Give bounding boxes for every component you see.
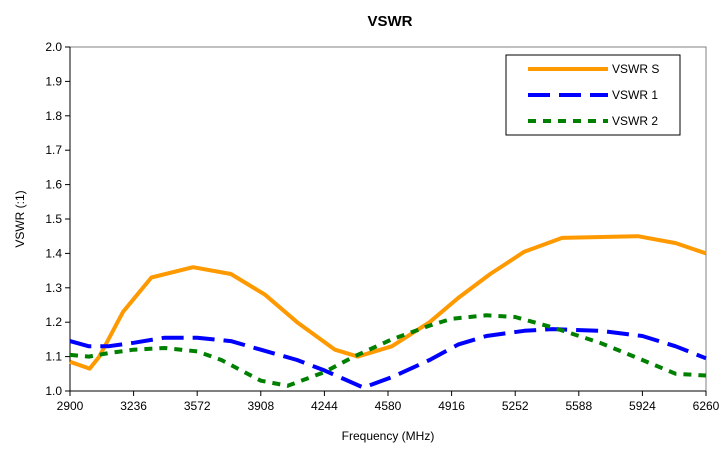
x-tick-label: 4580 bbox=[375, 399, 402, 413]
y-tick-label: 1.0 bbox=[45, 384, 62, 398]
x-tick-label: 3236 bbox=[120, 399, 147, 413]
x-tick-label: 2900 bbox=[57, 399, 84, 413]
x-tick-label: 5924 bbox=[629, 399, 656, 413]
y-tick-label: 1.8 bbox=[45, 109, 62, 123]
x-tick-label: 5252 bbox=[502, 399, 529, 413]
series-line-vswr-s bbox=[69, 234, 707, 371]
x-tick-label: 3572 bbox=[184, 399, 211, 413]
x-tick-label: 5588 bbox=[565, 399, 592, 413]
y-tick-label: 1.4 bbox=[45, 246, 62, 260]
y-tick-label: 1.3 bbox=[45, 281, 62, 295]
chart-title: VSWR bbox=[368, 13, 413, 30]
y-tick-label: 1.6 bbox=[45, 178, 62, 192]
legend-entry-label: VSWR 2 bbox=[612, 114, 658, 128]
x-tick-label: 4916 bbox=[438, 399, 465, 413]
y-tick-label: 1.2 bbox=[45, 315, 62, 329]
x-tick-label: 3908 bbox=[247, 399, 274, 413]
x-tick-label: 4244 bbox=[311, 399, 338, 413]
y-axis-label: VSWR (:1) bbox=[13, 190, 27, 247]
y-tick-label: 1.9 bbox=[45, 74, 62, 88]
legend-entry-label: VSWR S bbox=[612, 62, 659, 76]
series-layer bbox=[69, 234, 707, 390]
y-tick-label: 1.1 bbox=[45, 350, 62, 364]
y-tick-label: 1.5 bbox=[45, 212, 62, 226]
legend: VSWR S VSWR 1 VSWR 2 bbox=[505, 54, 681, 136]
x-tick-label: 6260 bbox=[693, 399, 720, 413]
y-tick-label: 2.0 bbox=[45, 40, 62, 54]
series-line-vswr-1 bbox=[69, 327, 707, 390]
x-axis-label: Frequency (MHz) bbox=[342, 429, 435, 443]
y-tick-label: 1.7 bbox=[45, 143, 62, 157]
legend-entry-label: VSWR 1 bbox=[612, 88, 658, 102]
